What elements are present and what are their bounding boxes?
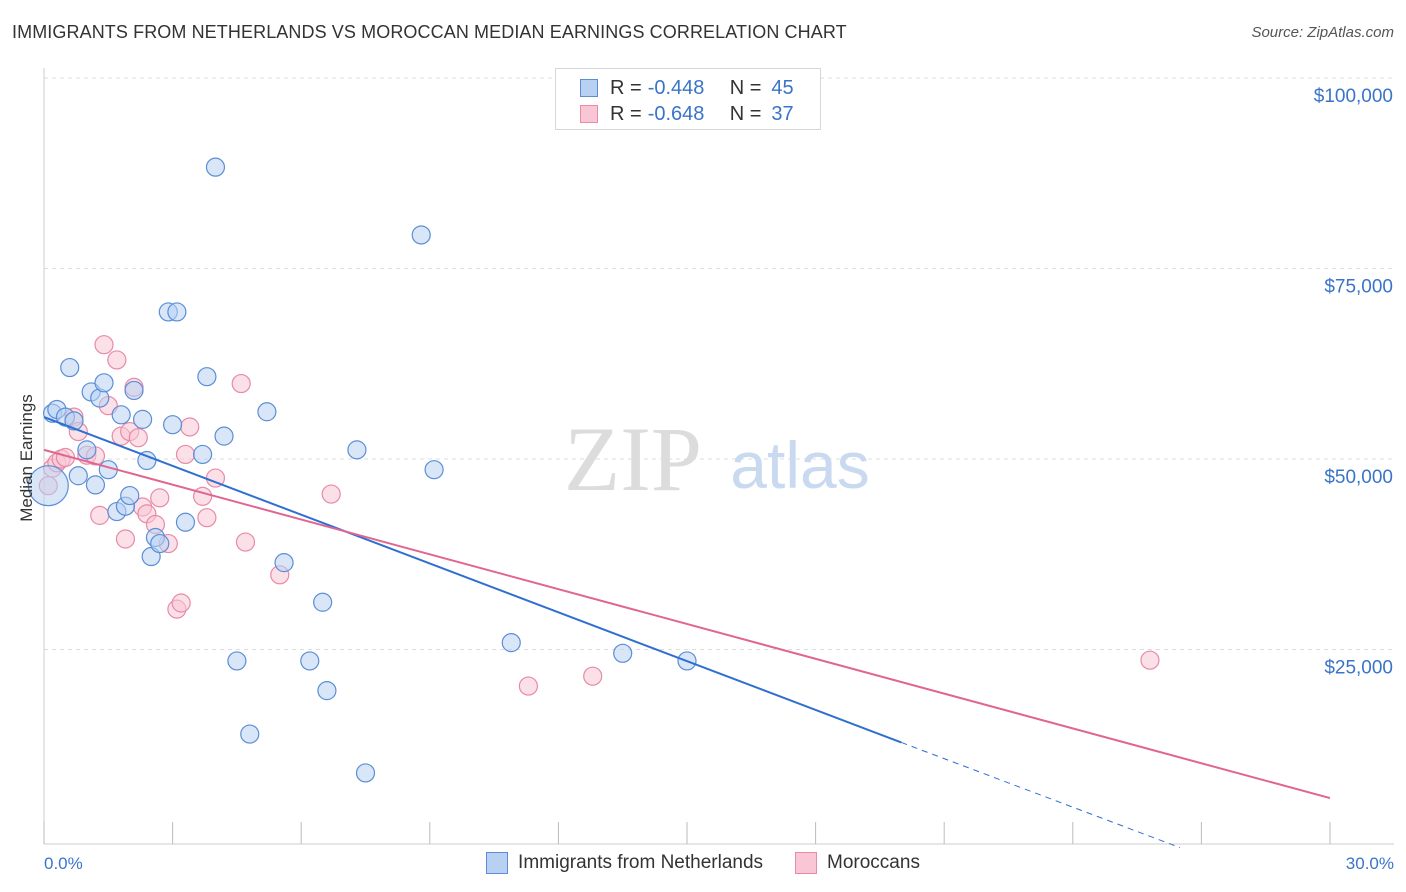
y-tick-label: $25,000 xyxy=(1324,658,1393,679)
axis-layer: $100,000 $75,000 $50,000 $25,000 xyxy=(43,68,1394,845)
watermark-zip: ZIP xyxy=(564,408,702,510)
moroccans-point[interactable] xyxy=(115,529,136,549)
netherlands-point[interactable] xyxy=(355,763,376,783)
netherlands-point[interactable] xyxy=(411,225,431,245)
y-tick-label: $100,000 xyxy=(1314,86,1393,107)
moroccans-point[interactable] xyxy=(197,508,217,528)
legend-swatch-blue xyxy=(580,79,598,97)
netherlands-point[interactable] xyxy=(313,592,333,612)
legend-row-moroccans: R = -0.648 N = 37 xyxy=(580,103,794,125)
netherlands-point[interactable] xyxy=(501,633,521,653)
moroccans-point[interactable] xyxy=(180,417,200,437)
netherlands-point[interactable] xyxy=(167,302,187,322)
series-moroccans xyxy=(38,335,1160,696)
trend-lines xyxy=(43,416,1331,849)
moroccans-point[interactable] xyxy=(175,444,196,465)
watermark-atlas: atlas xyxy=(730,428,869,502)
moroccans-point[interactable] xyxy=(583,666,603,686)
grid-layer xyxy=(44,77,1394,650)
netherlands-point[interactable] xyxy=(163,415,183,435)
netherlands-point[interactable] xyxy=(227,651,247,671)
netherlands-point[interactable] xyxy=(27,465,69,507)
trend-line-netherlands xyxy=(43,416,902,744)
moroccans-point[interactable] xyxy=(235,532,256,552)
trend-line-moroccans xyxy=(43,448,1331,800)
bottom-legend: Immigrants from Netherlands Moroccans xyxy=(0,852,1406,874)
legend-r-label: R = xyxy=(610,102,642,125)
moroccans-point[interactable] xyxy=(150,488,170,508)
moroccans-point[interactable] xyxy=(94,335,114,355)
bottom-legend-item-netherlands[interactable]: Immigrants from Netherlands xyxy=(486,852,763,874)
moroccans-point[interactable] xyxy=(231,373,251,394)
netherlands-point[interactable] xyxy=(613,643,633,663)
netherlands-point[interactable] xyxy=(274,553,294,573)
netherlands-point[interactable] xyxy=(317,681,337,701)
legend-r-value: -0.648 xyxy=(647,102,705,125)
watermark: ZIP atlas xyxy=(564,408,870,510)
netherlands-point[interactable] xyxy=(85,475,106,495)
moroccans-point[interactable] xyxy=(90,505,110,525)
legend-swatch-pink xyxy=(580,105,598,123)
netherlands-point[interactable] xyxy=(68,466,88,486)
netherlands-point[interactable] xyxy=(120,485,140,506)
moroccans-point[interactable] xyxy=(1140,650,1160,670)
netherlands-point[interactable] xyxy=(111,405,131,425)
legend-r-label: R = xyxy=(610,76,642,99)
bottom-legend-item-moroccans[interactable]: Moroccans xyxy=(795,852,920,874)
source-label: Source: ZipAtlas.com xyxy=(1251,24,1394,41)
netherlands-point[interactable] xyxy=(77,440,97,460)
chart-title: IMMIGRANTS FROM NETHERLANDS VS MOROCCAN … xyxy=(12,22,847,42)
bottom-legend-label: Immigrants from Netherlands xyxy=(518,852,764,873)
bottom-legend-label: Moroccans xyxy=(827,852,920,873)
legend-box: R = -0.448 N = 45 R = -0.648 N = 37 xyxy=(555,68,821,130)
netherlands-point[interactable] xyxy=(150,533,170,554)
netherlands-point[interactable] xyxy=(175,512,196,532)
series-immigrants-from-netherlands xyxy=(27,157,697,783)
netherlands-point[interactable] xyxy=(197,367,217,387)
y-axis-label: Median Earnings xyxy=(17,394,36,522)
netherlands-point[interactable] xyxy=(214,426,234,446)
netherlands-point[interactable] xyxy=(193,444,213,465)
netherlands-point[interactable] xyxy=(347,440,367,460)
netherlands-point[interactable] xyxy=(94,373,114,393)
netherlands-point[interactable] xyxy=(124,380,144,401)
netherlands-point[interactable] xyxy=(64,411,84,431)
legend-n-value: 45 xyxy=(771,76,794,99)
netherlands-point[interactable] xyxy=(257,402,277,422)
y-tick-label: $75,000 xyxy=(1324,277,1393,298)
netherlands-point[interactable] xyxy=(132,409,153,429)
moroccans-point[interactable] xyxy=(107,350,127,370)
netherlands-point[interactable] xyxy=(60,357,80,378)
legend-n-label: N = xyxy=(729,76,762,99)
moroccans-point[interactable] xyxy=(518,676,538,696)
legend-n-label: N = xyxy=(729,102,762,125)
legend-row-netherlands: R = -0.448 N = 45 xyxy=(580,77,794,99)
netherlands-point[interactable] xyxy=(300,651,320,671)
y-tick-label: $50,000 xyxy=(1324,467,1393,488)
moroccans-point[interactable] xyxy=(128,428,148,448)
legend-r-value: -0.448 xyxy=(647,76,705,99)
x-tick-label-max: 30.0% xyxy=(1346,854,1394,873)
moroccans-point[interactable] xyxy=(321,484,341,504)
moroccans-point[interactable] xyxy=(171,593,191,613)
x-tick-label-min: 0.0% xyxy=(44,854,83,873)
bottom-legend-swatch-pink xyxy=(795,852,818,874)
trend-line-netherlands-extension xyxy=(901,741,1181,849)
moroccans-point[interactable] xyxy=(193,486,213,506)
netherlands-point[interactable] xyxy=(424,460,444,480)
bottom-legend-swatch-blue xyxy=(486,852,509,874)
netherlands-point[interactable] xyxy=(205,157,226,177)
legend-n-value: 37 xyxy=(771,102,794,125)
netherlands-point[interactable] xyxy=(240,724,260,744)
